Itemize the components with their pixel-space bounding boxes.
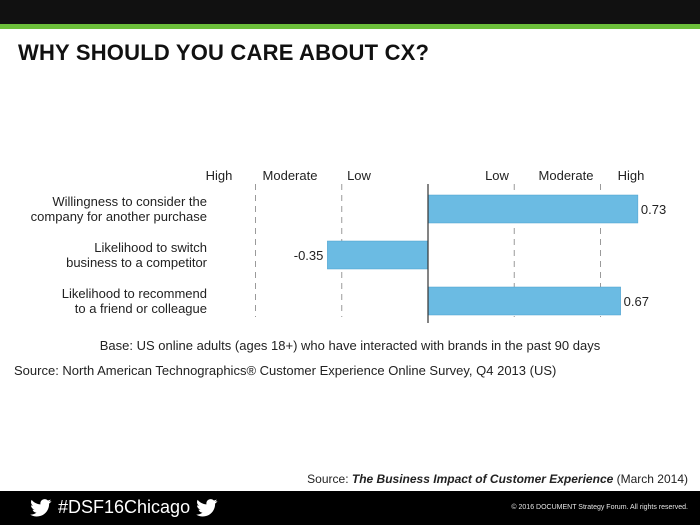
bar [327, 240, 429, 270]
footer-bar: #DSF16Chicago © 2016 DOCUMENT Strategy F… [0, 491, 700, 525]
survey-source-note: Source: North American Technographics® C… [14, 363, 557, 378]
bar [427, 286, 621, 316]
category-label: business to a competitor [66, 255, 208, 270]
scale-label-positive: High [618, 168, 645, 183]
cx-impact-chart: High Moderate Low Low Moderate High 0.73 Willin… [31, 168, 666, 323]
scale-label-negative: High [206, 168, 233, 183]
slide-title: WHY SHOULD YOU CARE ABOUT CX? [18, 40, 430, 65]
twitter-bird-icon [30, 498, 52, 516]
base-note: Base: US online adults (ages 18+) who ha… [99, 338, 601, 353]
top-bar [0, 0, 700, 24]
bar-value-label: 0.67 [624, 294, 649, 309]
category-label: company for another purchase [31, 209, 207, 224]
category-label: Likelihood to recommend [62, 286, 207, 301]
footer-hashtag: #DSF16Chicago [58, 497, 191, 517]
twitter-bird-icon [196, 498, 218, 516]
bar-value-label: 0.73 [641, 202, 666, 217]
copyright-text: © 2016 DOCUMENT Strategy Forum. All righ… [511, 504, 688, 511]
report-source: Source: The Business Impact of Customer … [307, 472, 688, 486]
scale-label-positive: Low [485, 168, 509, 183]
scale-label-negative: Moderate [263, 168, 318, 183]
top-accent-stripe [0, 24, 700, 29]
category-label: to a friend or colleague [75, 301, 207, 316]
source-title: The Business Impact of Customer Experien… [351, 472, 614, 486]
source-suffix: (March 2014) [613, 472, 688, 486]
bar-value-label: -0.35 [294, 248, 324, 263]
bar [427, 194, 639, 224]
source-prefix: Source: [307, 472, 352, 486]
footer-hashtag-group: #DSF16Chicago [30, 497, 218, 518]
scale-label-negative: Low [347, 168, 371, 183]
scale-label-positive: Moderate [539, 168, 594, 183]
category-label: Likelihood to switch [94, 240, 207, 255]
category-label: Willingness to consider the [52, 194, 207, 209]
